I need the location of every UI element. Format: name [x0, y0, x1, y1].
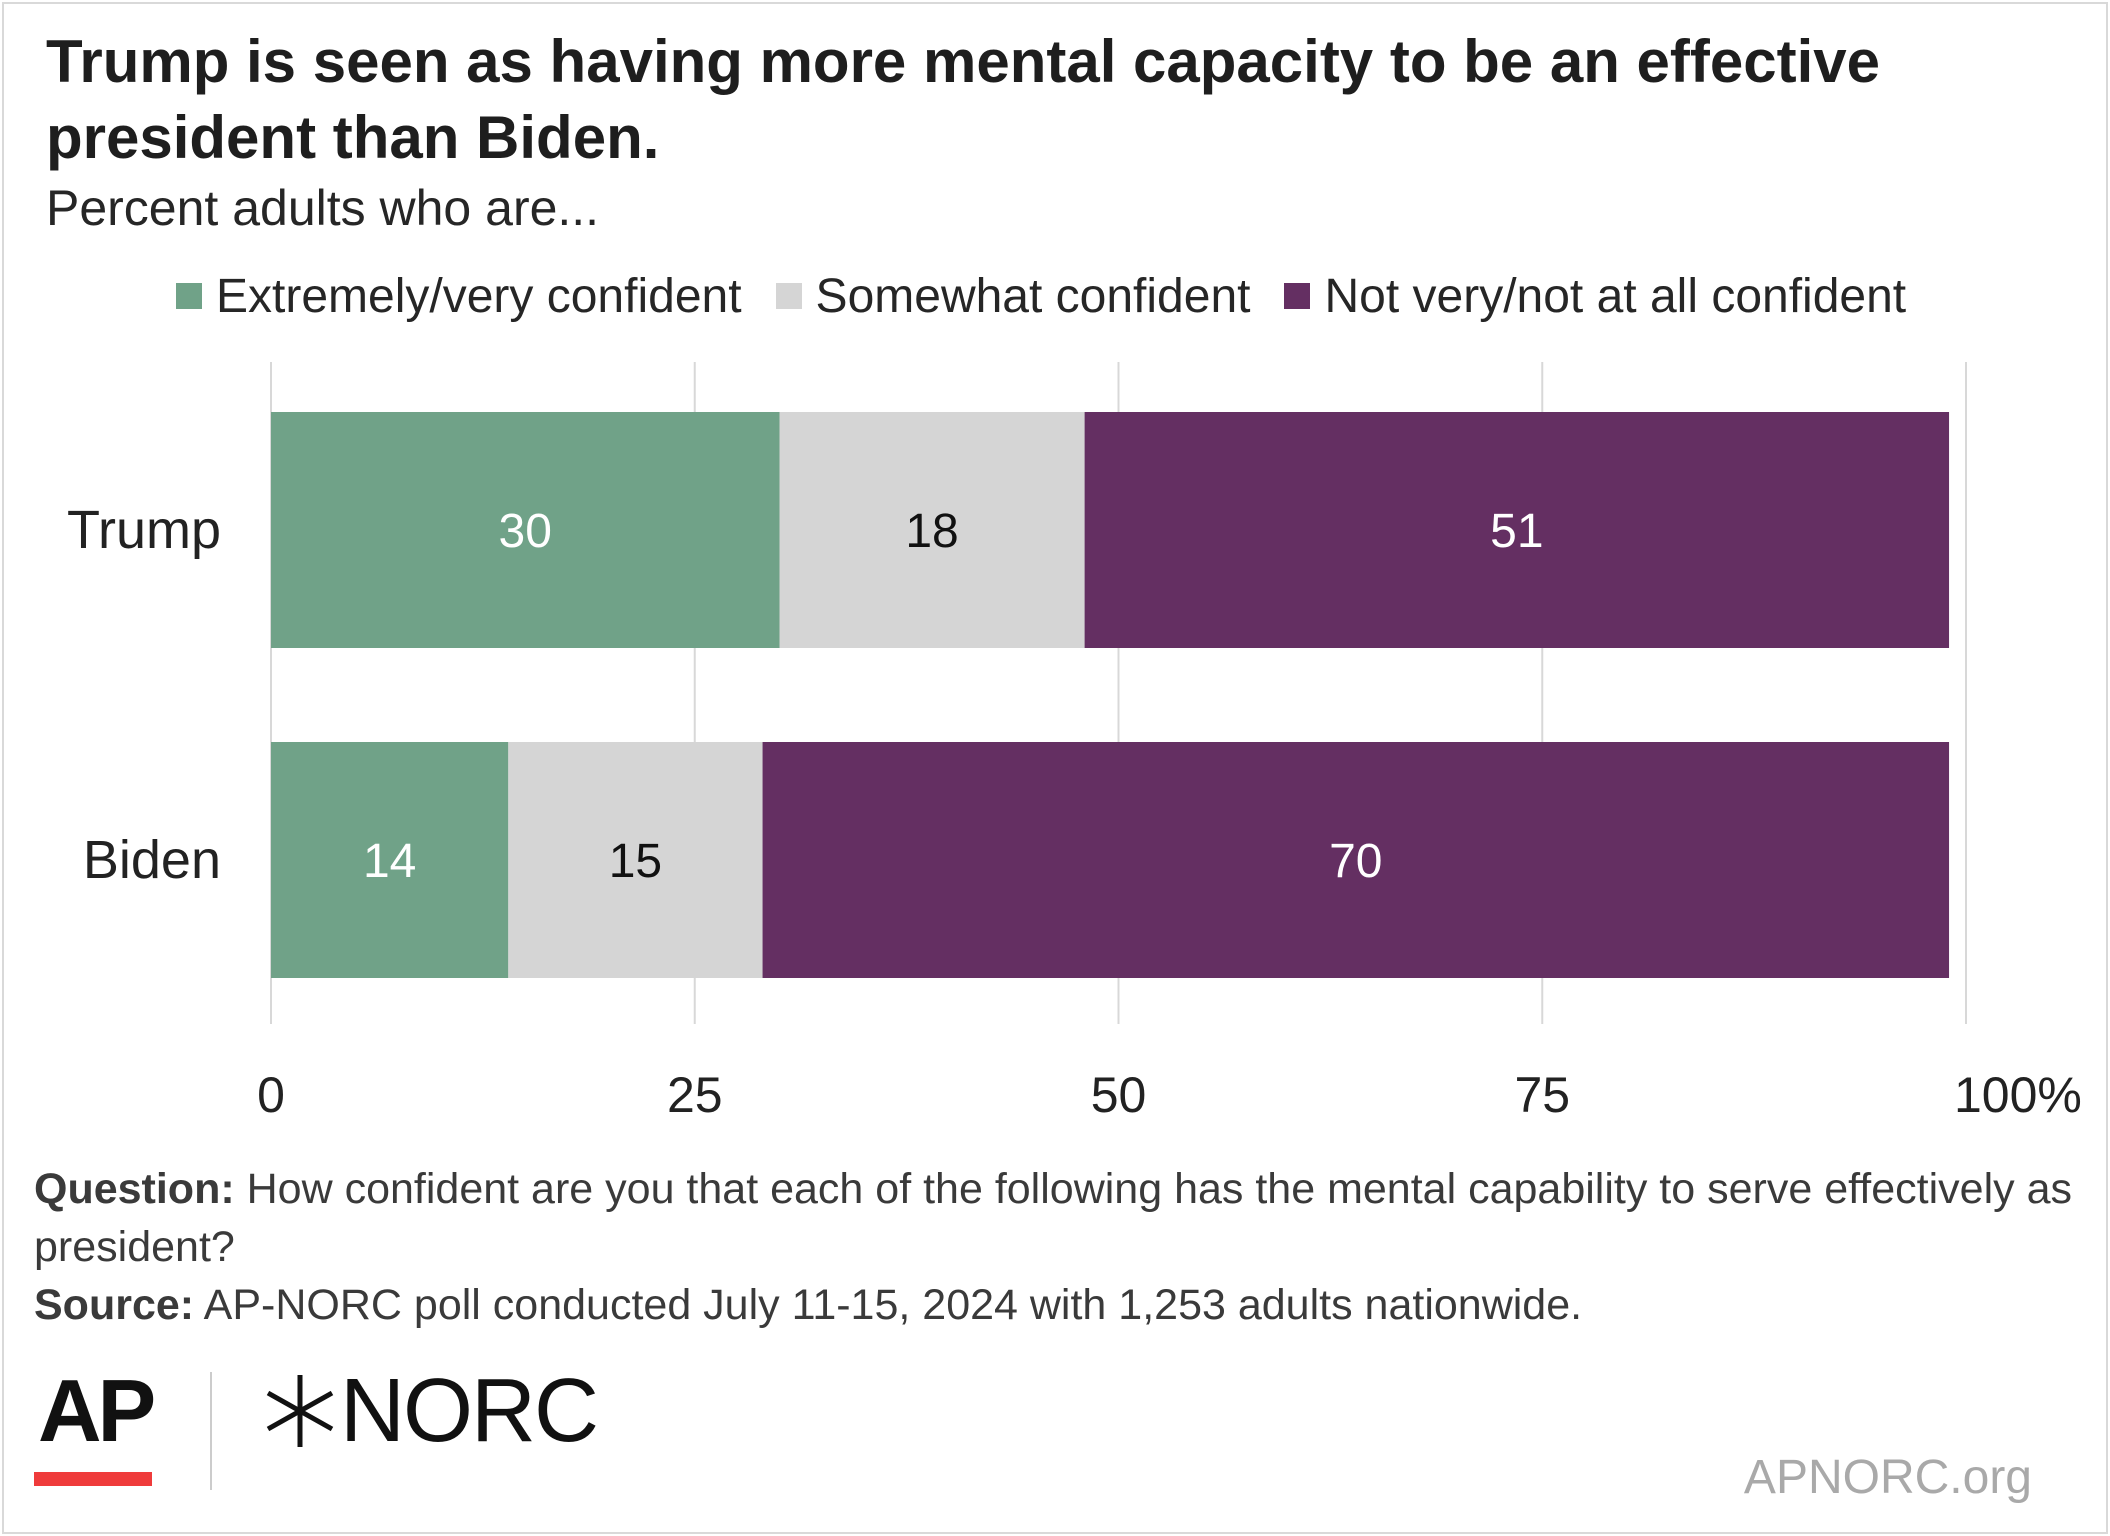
legend-swatch	[775, 283, 802, 309]
chart-legend: Extremely/very confident Somewhat confide…	[176, 266, 1940, 326]
logo-divider	[210, 1372, 212, 1490]
data-label: 14	[363, 835, 416, 888]
category-label: Trump	[67, 500, 221, 560]
data-label: 30	[499, 505, 552, 558]
legend-label: Extremely/very confident	[216, 269, 742, 323]
source-note: Source: AP-NORC poll conducted July 11-1…	[34, 1276, 2074, 1334]
ap-logo: AP	[38, 1361, 156, 1460]
source-text: AP-NORC poll conducted July 11-15, 2024 …	[194, 1281, 1583, 1329]
chart-notes: Question: How confident are you that eac…	[34, 1160, 2074, 1334]
stacked-bar-chart: 30 18 51 Trump 14 15 70 Biden 0 25 50 75 100%	[67, 362, 2082, 1123]
category-label: Biden	[83, 830, 221, 890]
question-text: How confident are you that each of the f…	[34, 1165, 2072, 1271]
bar-segment	[779, 412, 1085, 648]
data-label: 70	[1329, 835, 1382, 888]
legend-item-1: Somewhat confident	[775, 269, 1251, 324]
x-tick-label: 0	[257, 1067, 285, 1123]
bar-segment	[271, 412, 780, 648]
chart-title: Trump is seen as having more mental capa…	[46, 28, 1880, 171]
legend-swatch	[176, 283, 202, 309]
legend-item-0: Extremely/very confident	[176, 269, 742, 324]
website-link[interactable]: APNORC.org	[1743, 1451, 2032, 1504]
data-label: 15	[609, 835, 662, 888]
bar-segment	[1084, 412, 1950, 648]
legend-swatch	[1284, 283, 1311, 309]
source-label: Source:	[34, 1281, 195, 1329]
x-tick-label: 50	[1091, 1067, 1147, 1123]
norc-star-icon	[266, 1375, 334, 1447]
bar-segment	[762, 742, 1950, 978]
x-tick-label: 75	[1514, 1067, 1570, 1123]
question-label: Question:	[34, 1165, 235, 1213]
data-label: 18	[905, 505, 958, 558]
ap-logo-accent-bar	[34, 1472, 152, 1486]
x-tick-label: 100%	[1954, 1067, 2082, 1123]
x-tick-label: 25	[667, 1067, 723, 1123]
bar-segment	[271, 742, 509, 978]
bar-segment	[508, 742, 763, 978]
legend-item-2: Not very/not at all confident	[1284, 269, 1906, 324]
question-note: Question: How confident are you that eac…	[34, 1160, 2074, 1276]
chart-subtitle: Percent adults who are...	[46, 180, 600, 236]
legend-label: Not very/not at all confident	[1324, 269, 1907, 323]
norc-logo-text: NORC	[340, 1361, 599, 1461]
legend-label: Somewhat confident	[815, 269, 1251, 323]
norc-logo: NORC	[262, 1361, 599, 1461]
data-label: 51	[1490, 505, 1543, 558]
